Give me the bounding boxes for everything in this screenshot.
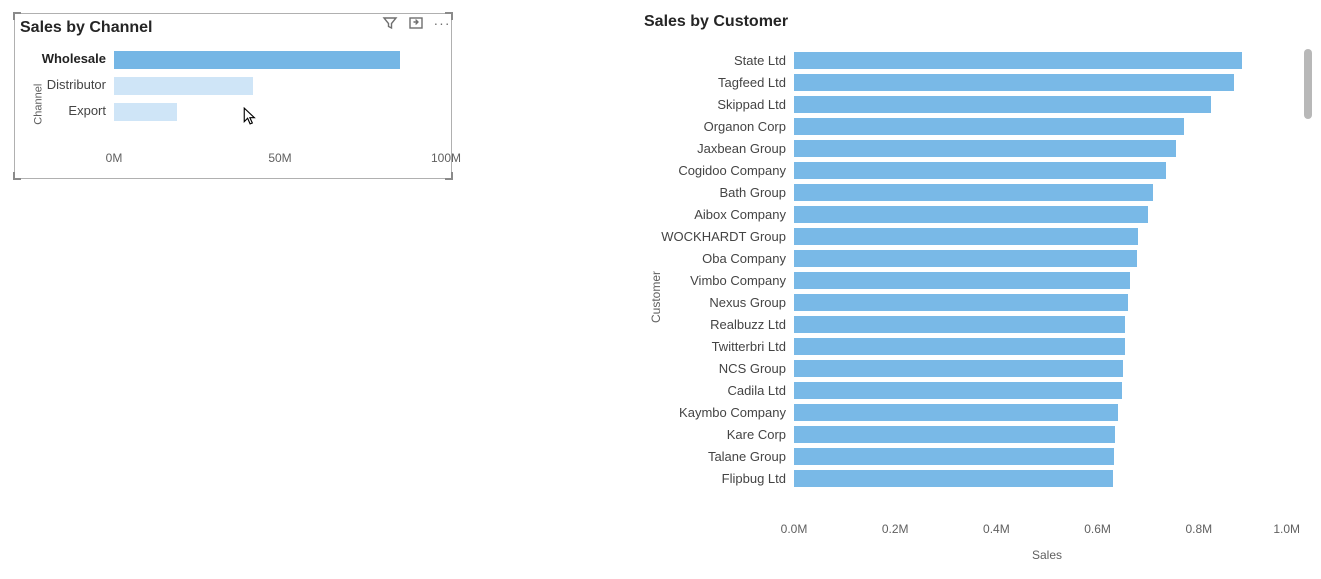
customer-category-label: NCS Group xyxy=(656,361,794,376)
customer-bar[interactable] xyxy=(794,382,1122,399)
customer-bar[interactable] xyxy=(794,228,1138,245)
customer-category-label: Oba Company xyxy=(656,251,794,266)
channel-bar[interactable] xyxy=(114,77,253,95)
customer-category-label: Jaxbean Group xyxy=(656,141,794,156)
customer-scrollbar[interactable] xyxy=(1304,47,1312,518)
customer-category-label: Vimbo Company xyxy=(656,273,794,288)
customer-chart-body: Customer State LtdTagfeed LtdSkippad Ltd… xyxy=(640,47,1300,568)
channel-chart-body: Channel WholesaleDistributorExport 0M50M… xyxy=(20,43,446,175)
customer-category-label: Flipbug Ltd xyxy=(656,471,794,486)
sales-by-customer-visual[interactable]: Sales by Customer Customer State LtdTagf… xyxy=(640,13,1310,568)
customer-bar[interactable] xyxy=(794,448,1114,465)
customer-category-label: State Ltd xyxy=(656,53,794,68)
customer-bar[interactable] xyxy=(794,52,1242,69)
customer-x-axis-title: Sales xyxy=(794,548,1300,562)
channel-chart-title: Sales by Channel xyxy=(20,19,153,37)
customer-category-label: Twitterbri Ltd xyxy=(656,339,794,354)
filter-icon[interactable] xyxy=(382,15,398,31)
customer-category-label: Realbuzz Ltd xyxy=(656,317,794,332)
customer-category-label: Skippad Ltd xyxy=(656,97,794,112)
customer-bar[interactable] xyxy=(794,294,1128,311)
selection-border xyxy=(17,178,449,179)
customer-x-tick: 0.6M xyxy=(1084,522,1111,536)
channel-category-label: Wholesale xyxy=(38,51,114,66)
customer-category-label: Talane Group xyxy=(656,449,794,464)
channel-bar[interactable] xyxy=(114,51,400,69)
channel-category-label: Export xyxy=(38,103,114,118)
customer-category-label: Kaymbo Company xyxy=(656,405,794,420)
customer-bar[interactable] xyxy=(794,118,1184,135)
customer-category-label: Kare Corp xyxy=(656,427,794,442)
customer-category-label: Organon Corp xyxy=(656,119,794,134)
customer-bar[interactable] xyxy=(794,426,1115,443)
customer-category-label: Cadila Ltd xyxy=(656,383,794,398)
customer-bar[interactable] xyxy=(794,96,1211,113)
customer-bar[interactable] xyxy=(794,206,1148,223)
customer-x-tick: 0.2M xyxy=(882,522,909,536)
customer-bar[interactable] xyxy=(794,74,1234,91)
channel-category-label: Distributor xyxy=(38,77,114,92)
customer-bar[interactable] xyxy=(794,272,1130,289)
customer-category-label: Nexus Group xyxy=(656,295,794,310)
customer-bar[interactable] xyxy=(794,316,1125,333)
customer-x-tick: 0.0M xyxy=(781,522,808,536)
customer-bar[interactable] xyxy=(794,360,1123,377)
customer-category-label: Bath Group xyxy=(656,185,794,200)
visual-action-bar: ··· xyxy=(382,15,450,31)
customer-bar[interactable] xyxy=(794,162,1166,179)
customer-x-tick: 0.8M xyxy=(1185,522,1212,536)
report-canvas: Sales by Channel ··· Channel WholesaleDi… xyxy=(0,0,1321,579)
focus-mode-icon[interactable] xyxy=(408,15,424,31)
customer-category-label: WOCKHARDT Group xyxy=(656,229,794,244)
customer-bar[interactable] xyxy=(794,470,1113,487)
sales-by-channel-visual[interactable]: Sales by Channel ··· Channel WholesaleDi… xyxy=(14,13,452,179)
customer-bar[interactable] xyxy=(794,184,1153,201)
customer-chart-title: Sales by Customer xyxy=(644,13,788,31)
customer-category-label: Tagfeed Ltd xyxy=(656,75,794,90)
resize-handle-br[interactable] xyxy=(445,172,453,180)
customer-x-tick: 0.4M xyxy=(983,522,1010,536)
channel-bar[interactable] xyxy=(114,103,177,121)
channel-x-tick: 0M xyxy=(106,151,123,165)
customer-bar[interactable] xyxy=(794,338,1125,355)
selection-border xyxy=(14,16,15,176)
customer-bar[interactable] xyxy=(794,250,1137,267)
customer-bar[interactable] xyxy=(794,404,1118,421)
scrollbar-thumb[interactable] xyxy=(1304,49,1312,119)
channel-x-tick: 100M xyxy=(431,151,461,165)
customer-x-tick: 1.0M xyxy=(1273,522,1300,536)
more-options-icon[interactable]: ··· xyxy=(434,15,450,31)
customer-category-label: Aibox Company xyxy=(656,207,794,222)
customer-category-label: Cogidoo Company xyxy=(656,163,794,178)
customer-bar[interactable] xyxy=(794,140,1176,157)
selection-border xyxy=(17,13,449,14)
channel-x-tick: 50M xyxy=(268,151,291,165)
